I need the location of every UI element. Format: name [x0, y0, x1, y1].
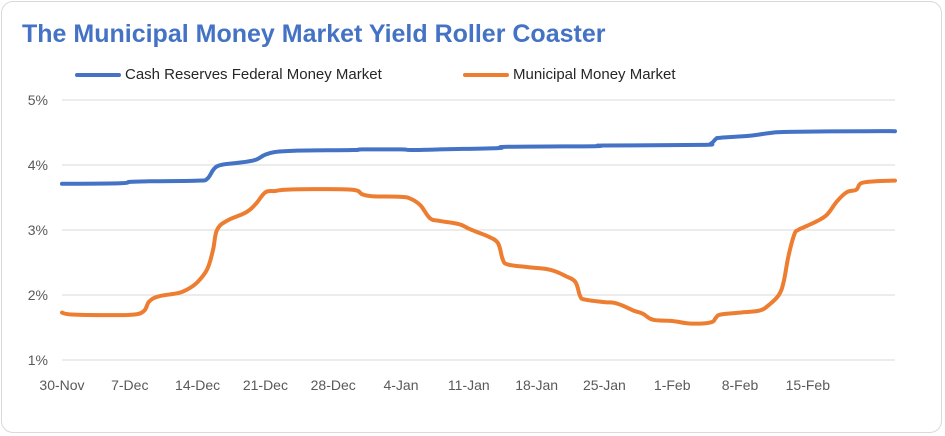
x-tick-label: 15-Feb [786, 377, 831, 393]
legend-swatch-cash-reserves [75, 72, 121, 77]
legend-label-cash-reserves: Cash Reserves Federal Money Market [125, 66, 382, 83]
x-tick-label: 28-Dec [311, 377, 356, 393]
x-tick-label: 4-Jan [383, 377, 418, 393]
legend-swatch-municipal [463, 72, 509, 77]
legend-item-cash-reserves: Cash Reserves Federal Money Market [75, 66, 382, 83]
x-tick-label: 8-Feb [722, 377, 759, 393]
chart-title: The Municipal Money Market Yield Roller … [22, 20, 606, 48]
x-tick-label: 25-Jan [583, 377, 626, 393]
x-tick-label: 21-Dec [243, 377, 288, 393]
y-tick-label: 1% [28, 352, 48, 368]
y-tick-label: 4% [28, 157, 48, 173]
legend-item-municipal: Municipal Money Market [463, 66, 676, 83]
x-tick-label: 30-Nov [39, 377, 84, 393]
x-tick-label: 14-Dec [175, 377, 220, 393]
x-tick-label: 7-Dec [111, 377, 148, 393]
y-tick-label: 5% [28, 92, 48, 108]
x-tick-label: 1-Feb [654, 377, 691, 393]
legend-label-municipal: Municipal Money Market [513, 66, 676, 83]
series-line-municipal [60, 178, 897, 326]
y-tick-label: 2% [28, 287, 48, 303]
y-tick-label: 3% [28, 222, 48, 238]
x-tick-label: 18-Jan [515, 377, 558, 393]
series-line-cash-reserves [60, 129, 897, 186]
x-tick-label: 11-Jan [448, 377, 490, 393]
